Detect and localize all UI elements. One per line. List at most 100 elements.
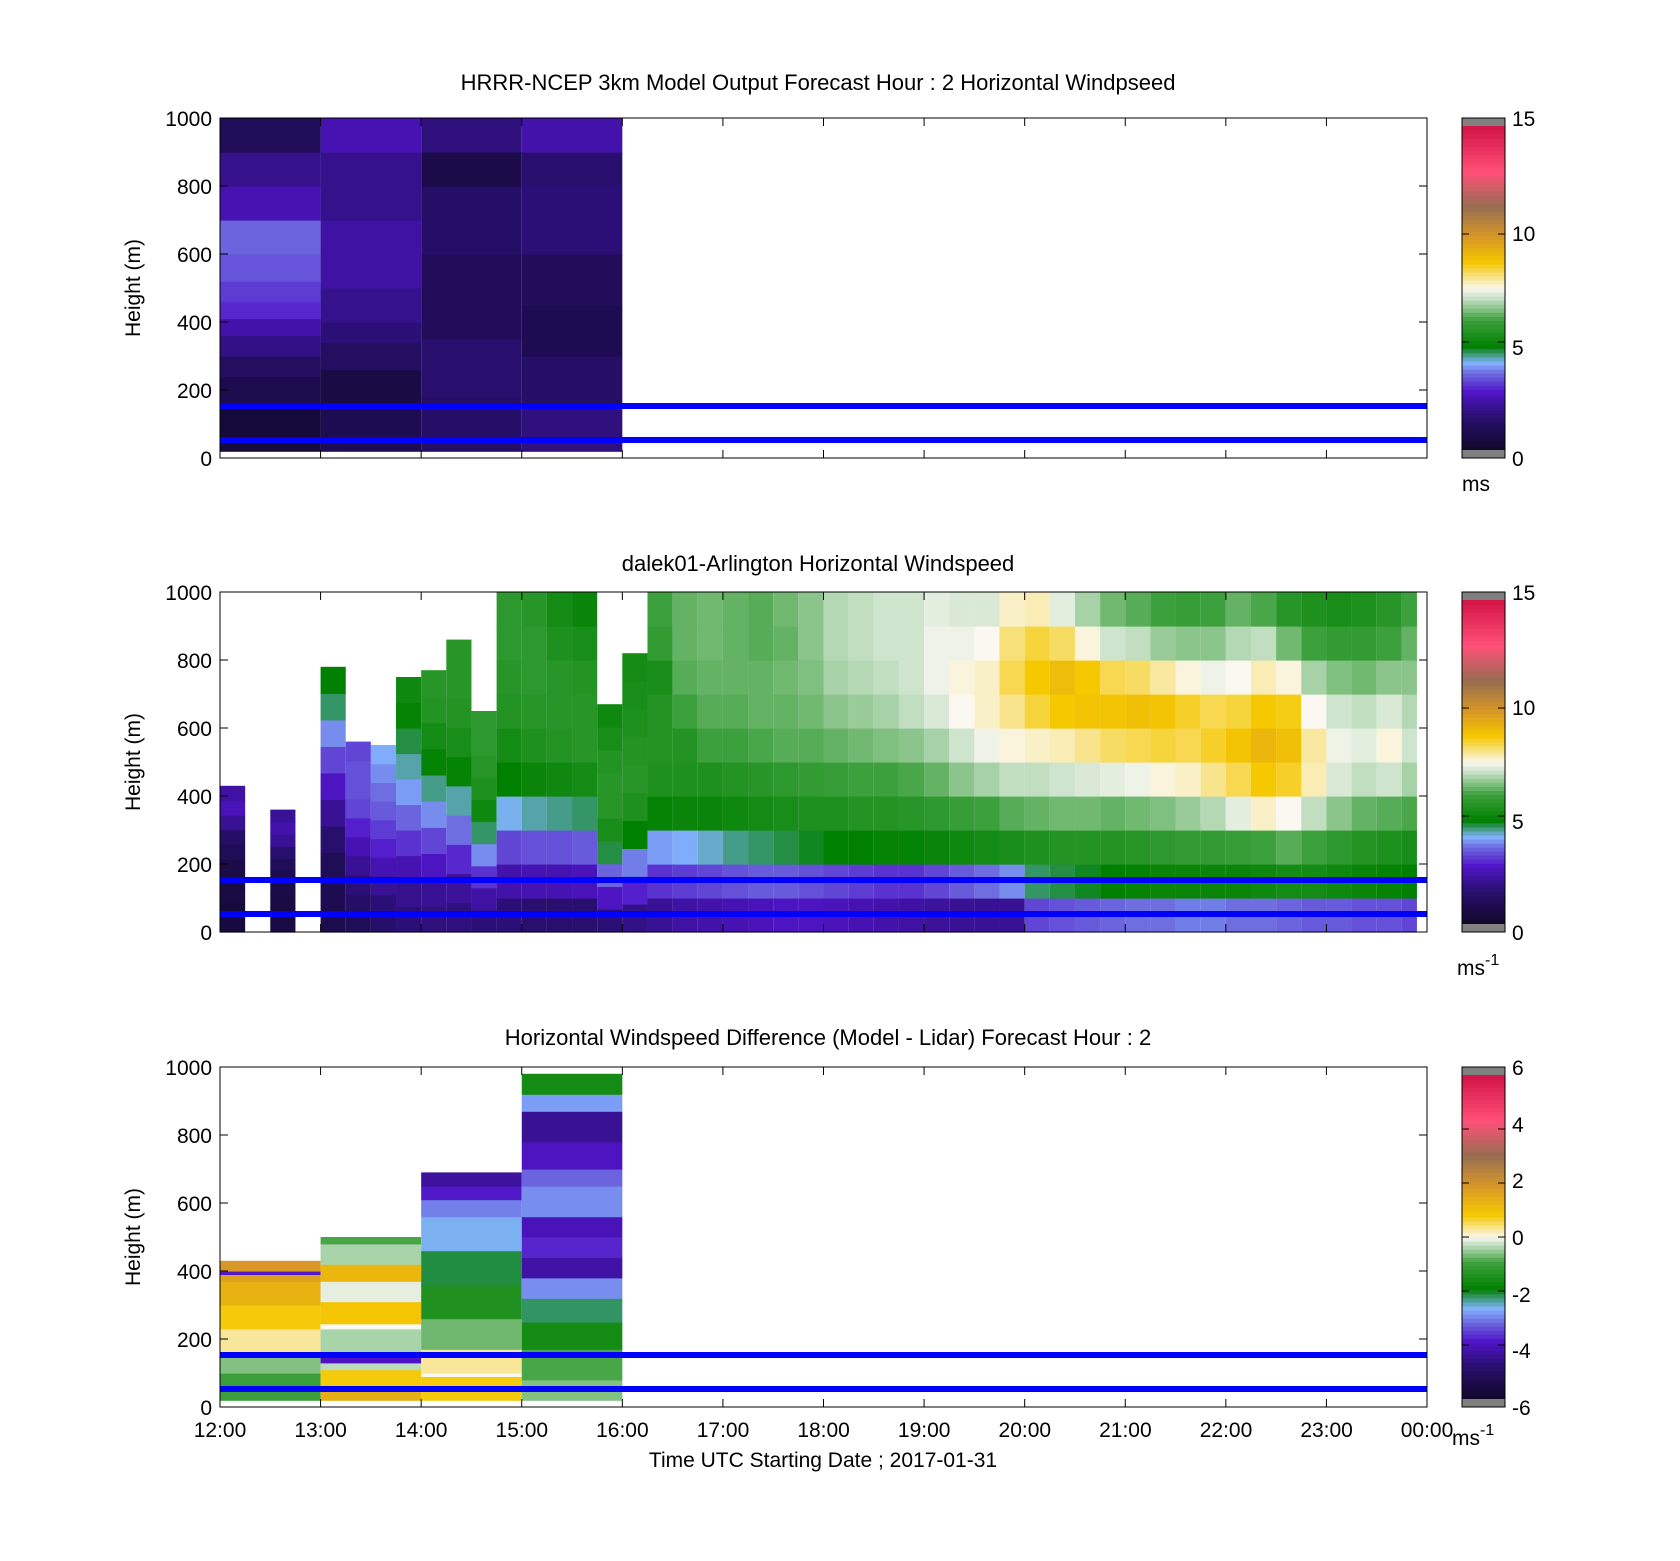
colorbar-segment — [1462, 1216, 1505, 1222]
heatmap-cell — [496, 728, 522, 763]
colorbar-segment — [1462, 838, 1505, 844]
colorbar-segment — [1462, 604, 1505, 609]
heatmap-cell — [949, 728, 975, 763]
heatmap-cell — [697, 694, 723, 729]
heatmap-cell — [1225, 626, 1251, 661]
heatmap-cell — [748, 626, 774, 661]
colorbar-segment — [1462, 320, 1505, 326]
x-tick-label: 15:00 — [496, 1419, 549, 1442]
heatmap-cell — [496, 592, 522, 627]
heatmap-cell — [722, 592, 749, 627]
heatmap-cell — [1376, 694, 1402, 729]
heatmap-cell — [1074, 592, 1101, 627]
colorbar-segment — [1462, 847, 1505, 852]
colorbar-segment — [1462, 130, 1505, 135]
heatmap-cell — [647, 762, 673, 797]
colorbar-segment — [1462, 725, 1505, 731]
heatmap-cell — [672, 660, 698, 695]
colorbar-segment — [1462, 834, 1505, 840]
heatmap-cell — [1024, 830, 1050, 865]
colorbar-segment — [1462, 745, 1505, 751]
colorbar-segment — [1462, 887, 1505, 893]
heatmap-cell — [220, 785, 246, 802]
heatmap-cell — [1175, 796, 1201, 831]
heatmap-cell — [521, 694, 547, 729]
colorbar-segment — [1462, 259, 1505, 265]
heatmap-cell — [521, 1186, 623, 1218]
colorbar-segment — [1462, 308, 1505, 313]
heatmap-cell — [1326, 830, 1352, 865]
heatmap-cell — [320, 322, 422, 343]
heatmap-cell — [1100, 660, 1126, 695]
heatmap-cell — [1401, 626, 1417, 661]
heatmap-cell — [898, 728, 925, 763]
heatmap-cell — [647, 728, 673, 763]
colorbar-segment — [1462, 1281, 1505, 1287]
colorbar-segment — [1462, 1087, 1505, 1092]
heatmap-cell — [597, 726, 623, 751]
heatmap-cell — [1175, 592, 1201, 627]
heatmap-cell — [924, 796, 950, 831]
heatmap-cell — [1125, 592, 1151, 627]
heatmap-cell — [220, 888, 246, 904]
colorbar-segment — [1462, 875, 1505, 881]
x-tick-label: 22:00 — [1200, 1419, 1253, 1442]
y-axis: 0 200 400 600 800 1000 — [165, 108, 212, 471]
colorbar-segment — [1462, 701, 1505, 706]
heatmap-cell — [320, 905, 346, 933]
colorbar-frame — [1461, 117, 1506, 459]
colorbar-segment — [1462, 600, 1505, 605]
colorbar-segment — [1462, 170, 1505, 176]
heatmap-cell — [1049, 796, 1075, 831]
colorbar-segment — [1462, 1172, 1505, 1177]
x-tick-label: 16:00 — [596, 1419, 649, 1442]
heatmap-cell — [220, 376, 321, 408]
heatmap-cell — [622, 848, 648, 877]
colorbar-segment — [1462, 681, 1505, 686]
heatmap-cell — [320, 852, 346, 880]
heatmap-cell — [974, 728, 1000, 763]
colorbar-segment — [1462, 709, 1505, 714]
colorbar-cap — [1462, 1399, 1505, 1407]
heatmap-cell — [974, 694, 1000, 729]
colorbar-segment — [1462, 1103, 1505, 1108]
heatmap-cell — [220, 281, 321, 303]
colorbar-segment — [1462, 733, 1505, 739]
heatmap-cell — [1074, 728, 1101, 763]
colorbar-segment — [1462, 859, 1505, 864]
heatmap-cell — [823, 796, 849, 831]
colorbar-tick-label: -6 — [1512, 1397, 1531, 1420]
heatmap-cell — [421, 905, 447, 933]
heatmap-cell — [345, 893, 371, 914]
heatmap-cells — [220, 118, 623, 452]
heatmap-cell — [848, 660, 874, 695]
heatmap-cell — [421, 1318, 522, 1350]
heatmap-cell — [1074, 762, 1101, 797]
heatmap-cell — [823, 728, 849, 763]
heatmap-cell — [1024, 728, 1050, 763]
colorbar-segment — [1462, 636, 1505, 642]
heatmap-cell — [798, 694, 824, 729]
colorbar-segment — [1462, 616, 1505, 621]
heatmap-cell — [320, 1369, 422, 1388]
colorbar-segment — [1462, 425, 1505, 431]
colorbar-segment — [1462, 624, 1505, 629]
heatmap-cell — [748, 694, 774, 729]
heatmap-cell — [1100, 762, 1126, 797]
colorbar-segment — [1462, 207, 1505, 212]
heatmap-cell — [1301, 626, 1327, 661]
heatmap-cell — [823, 694, 849, 729]
heatmap-cell — [320, 1281, 422, 1303]
panel-lidar-windspeed: dalek01-Arlington Horizontal Windspeed 0… — [122, 551, 1535, 980]
heatmap-cell — [1301, 762, 1327, 797]
heatmap-cell — [1049, 660, 1075, 695]
colorbar-segment — [1462, 1253, 1505, 1258]
colorbar-segment — [1462, 1107, 1505, 1113]
colorbar-segment — [1462, 352, 1505, 358]
heatmap-cell — [1301, 592, 1327, 627]
colorbar-tick-label: 2 — [1512, 1170, 1524, 1193]
heatmap-cell — [748, 592, 774, 627]
heatmap-cell — [1301, 830, 1327, 865]
heatmap-cell — [270, 895, 296, 909]
heatmap-cell — [270, 846, 296, 860]
